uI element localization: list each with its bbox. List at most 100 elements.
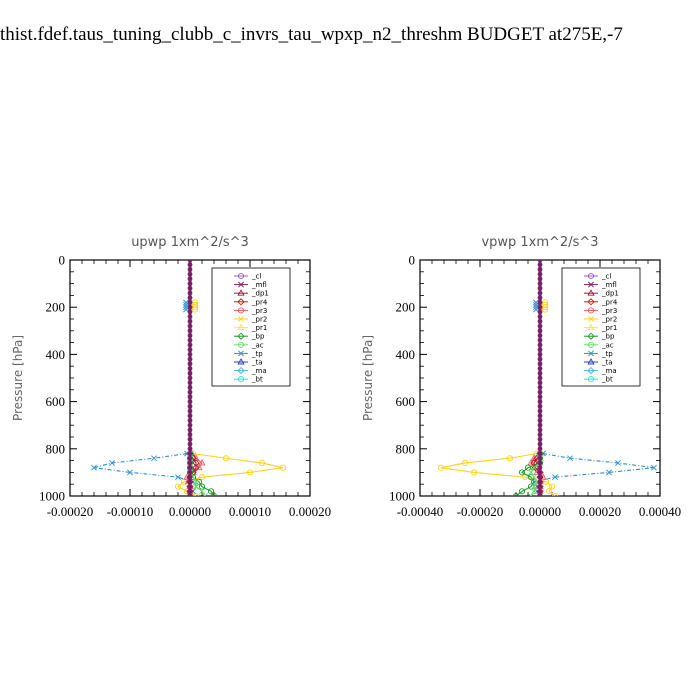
- series-point-mfl: [537, 389, 543, 395]
- legend-label: _bt: [251, 376, 263, 384]
- series-point-mfl: [537, 295, 543, 301]
- series-point-pr2: [541, 301, 549, 308]
- y-tick-label: 400: [46, 347, 66, 362]
- legend-label: _bp: [251, 333, 265, 341]
- series-point-tp: [183, 299, 189, 306]
- series-point-mfl: [187, 474, 193, 480]
- series-point-mfl: [537, 418, 543, 423]
- series-point-ac: [528, 469, 534, 476]
- series-point-pr2: [198, 474, 206, 481]
- plot-area: [91, 260, 287, 496]
- series-point-ac: [193, 478, 199, 485]
- series-point-mfl: [537, 281, 543, 286]
- series-point-mfl: [537, 328, 543, 334]
- series-point-tp: [606, 469, 612, 476]
- legend-marker: [587, 298, 595, 306]
- series-point-mfl: [187, 375, 193, 381]
- legend-marker: [587, 272, 595, 280]
- series-point-pr2: [541, 299, 549, 306]
- series-point-mfl: [187, 281, 193, 286]
- legend-box: [561, 267, 641, 387]
- series-point-mfl: [187, 451, 193, 456]
- series-point-mfl: [537, 484, 543, 489]
- series-point-mfl: [537, 271, 543, 277]
- series-point-mfl: [187, 460, 193, 466]
- series-point-mfl: [187, 347, 193, 353]
- series-point-bp: [198, 483, 206, 490]
- series-point-mfl: [537, 375, 543, 381]
- legend-label: _pr2: [251, 316, 267, 324]
- series-point-bp: [524, 464, 532, 471]
- series-point-bp: [207, 488, 215, 495]
- series-point-ac: [528, 493, 534, 496]
- series-point-mfl: [187, 262, 193, 268]
- series-line-tp: [93, 452, 197, 496]
- page-title: thist.fdef.taus_tuning_clubb_c_invrs_tau…: [0, 24, 623, 45]
- legend-marker: [587, 289, 595, 296]
- series-point-pr2: [222, 455, 230, 462]
- panels: upwp 1xm^2/s^3 Pressure [hPa] 0 200 400 600 80…: [11, 235, 681, 519]
- series-point-mfl: [537, 323, 543, 329]
- legend-label: _cl: [601, 273, 611, 281]
- series-point-mfl: [187, 361, 193, 367]
- series-point-mfl: [187, 413, 193, 419]
- series-point-pr2: [279, 464, 287, 471]
- series-point-mfl: [187, 399, 193, 404]
- legend-label: _bp: [601, 333, 615, 341]
- series-point-mfl: [187, 328, 193, 334]
- series-point-mfl: [537, 455, 543, 461]
- series-point-mfl: [537, 285, 543, 291]
- legend-marker: [588, 316, 594, 322]
- legend-marker: [587, 323, 595, 331]
- chart-panel-2: vpwp 1xm^2/s^3 Pressure [hPa] 0 200 400 600 80…: [361, 235, 681, 519]
- legend-marker: [237, 376, 245, 383]
- legend-label: _dp1: [251, 290, 269, 298]
- series-point-mfl: [537, 479, 543, 485]
- legend-label: _ta: [601, 359, 613, 367]
- series-point-mfl: [537, 290, 543, 296]
- legend-marker: [588, 281, 594, 288]
- legend-label: _pr4: [251, 298, 268, 306]
- series-point-mfl: [187, 323, 193, 329]
- series-point-mfl: [187, 422, 193, 428]
- chart-panel-1: upwp 1xm^2/s^3 Pressure [hPa] 0 200 400 600 80…: [11, 235, 331, 519]
- y-tick-label: 800: [396, 441, 416, 456]
- series-point-ac: [531, 464, 537, 471]
- series-point-mfl: [537, 488, 543, 494]
- series-point-mfl: [187, 295, 193, 301]
- series-point-pr2: [548, 483, 556, 490]
- series-point-tp: [127, 469, 133, 476]
- series-point-mfl: [187, 337, 193, 343]
- series-point-mfl: [187, 333, 193, 338]
- legend-label: _ma: [251, 367, 267, 375]
- x-tick-label: 0.00010: [229, 504, 271, 519]
- legend-label: _pr1: [251, 324, 267, 332]
- legend-label: _pr3: [601, 307, 617, 315]
- series-point-mfl: [537, 347, 543, 353]
- series-point-ac: [531, 474, 537, 481]
- y-tick-label: 200: [46, 300, 66, 315]
- legend-label: _ta: [251, 359, 263, 367]
- series-point-mfl: [537, 413, 543, 419]
- series-point-mfl: [187, 370, 193, 376]
- series-point-mfl: [187, 389, 193, 395]
- series-point-mfl: [537, 460, 543, 466]
- series-point-mfl: [187, 276, 193, 282]
- series-point-ac: [202, 493, 208, 496]
- series-point-pr2: [541, 306, 549, 313]
- legend-marker: [587, 307, 595, 314]
- series-point-mfl: [537, 300, 543, 305]
- series-point-mfl: [537, 465, 543, 471]
- y-tick-label: 400: [396, 347, 416, 362]
- y-tick-label: 0: [409, 253, 416, 268]
- series-point-pr3: [195, 463, 203, 471]
- series-point-pr2: [174, 483, 182, 490]
- series-point-mfl: [187, 352, 193, 357]
- series-point-mfl: [537, 380, 543, 386]
- series-point-mfl: [187, 304, 193, 310]
- legend-marker: [238, 281, 244, 288]
- legend-marker: [237, 323, 245, 331]
- legend-marker: [238, 350, 244, 357]
- series-point-tp: [651, 464, 657, 471]
